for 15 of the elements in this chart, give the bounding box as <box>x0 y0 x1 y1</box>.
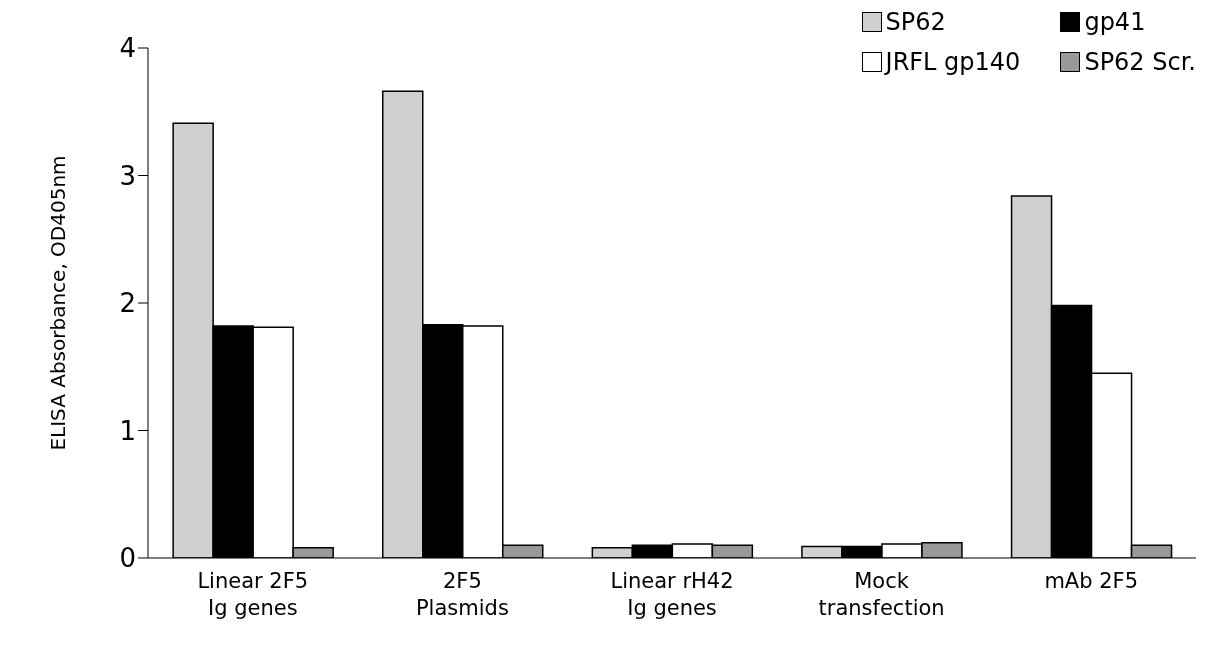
x-tick-label: Linear rH42 Ig genes <box>610 569 734 620</box>
x-tick-label: mAb 2F5 <box>1044 569 1139 593</box>
legend-label: SP62 Scr. <box>1084 48 1196 76</box>
y-tick-label: 1 <box>119 415 136 446</box>
x-tick-label: Mock transfection <box>818 569 945 620</box>
legend-label: gp41 <box>1084 8 1146 36</box>
y-tick-label: 2 <box>119 288 136 319</box>
y-tick-label: 4 <box>119 33 136 64</box>
y-axis-title: ELISA Absorbance, OD405nm <box>46 155 71 451</box>
x-tick-label: 2F5 Plasmids <box>415 569 509 620</box>
y-tick-label: 3 <box>119 160 136 191</box>
x-tick-label: Linear 2F5 Ig genes <box>197 569 309 620</box>
y-tick-label: 0 <box>119 543 136 574</box>
legend-label: SP62 <box>885 8 946 36</box>
legend-label: JRFL gp140 <box>885 48 1021 76</box>
